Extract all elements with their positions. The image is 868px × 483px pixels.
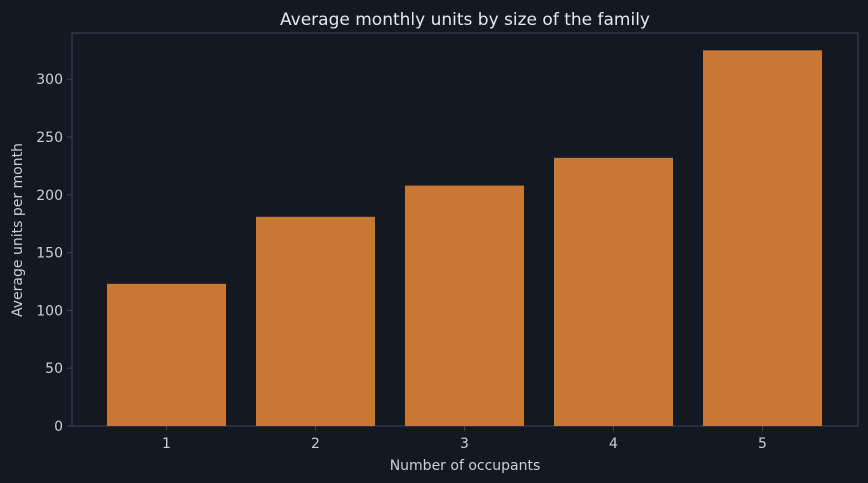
- x-axis-ticks: 1 2 3 4 5: [162, 426, 767, 452]
- y-tick-label: 150: [36, 246, 63, 262]
- bar-occupants-4: [554, 157, 673, 426]
- x-axis-label: Number of occupants: [390, 458, 541, 474]
- bar-occupants-1: [107, 283, 226, 426]
- y-tick-label: 50: [45, 361, 63, 377]
- y-axis-label: Average units per month: [10, 143, 26, 317]
- bar-occupants-3: [405, 185, 524, 426]
- x-tick-label: 5: [758, 436, 767, 452]
- y-axis-ticks: 0 50 100 150 200 250 300: [36, 72, 72, 435]
- y-tick-label: 200: [36, 188, 63, 204]
- y-tick-label: 300: [36, 72, 63, 88]
- y-tick-label: 0: [54, 419, 63, 435]
- bar-occupants-5: [703, 50, 822, 427]
- x-tick-label: 4: [609, 436, 618, 452]
- bar-occupants-2: [256, 216, 375, 426]
- chart-title: Average monthly units by size of the fam…: [280, 10, 650, 30]
- y-tick-label: 250: [36, 130, 63, 146]
- x-tick-label: 3: [460, 436, 469, 452]
- x-tick-label: 1: [162, 436, 171, 452]
- y-tick-label: 100: [36, 303, 63, 319]
- bars-group: [107, 50, 822, 427]
- x-tick-label: 2: [311, 436, 320, 452]
